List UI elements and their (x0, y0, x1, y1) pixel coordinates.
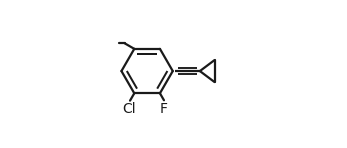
Text: F: F (160, 102, 168, 116)
Text: Cl: Cl (122, 102, 136, 116)
